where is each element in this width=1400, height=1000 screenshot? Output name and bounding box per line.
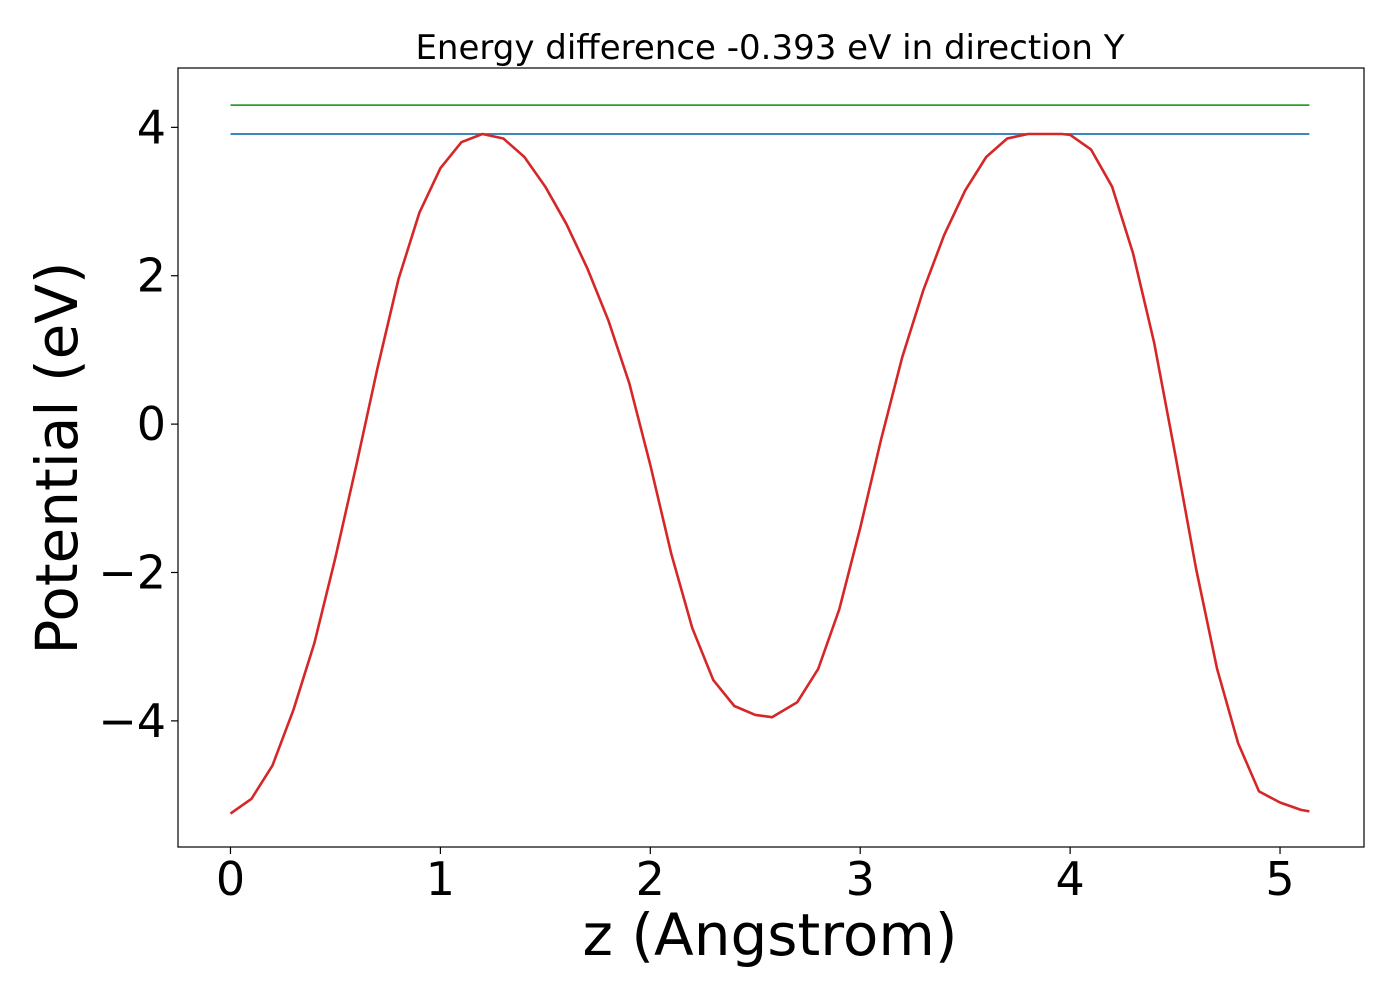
x-tick-label: 2 [636,852,665,906]
x-tick-label: 4 [1055,852,1084,906]
y-tick-label: 4 [137,100,166,154]
x-tick-label: 5 [1265,852,1294,906]
series-layer [229,104,1310,815]
y-axis-label: Potential (eV) [23,261,91,654]
x-tick-label: 0 [216,852,245,906]
y-tick-label: 0 [137,397,166,451]
y-tick-label: −4 [98,694,166,748]
y-axis: −4 −2 0 2 4 [98,100,178,748]
chart-title: Energy difference -0.393 eV in direction… [415,28,1124,68]
y-tick-label: 2 [137,249,166,303]
x-axis-label: z (Angstrom) [583,901,958,969]
plot-frame [177,67,1365,848]
y-tick-label: −2 [98,545,166,599]
x-tick-label: 1 [426,852,455,906]
x-axis: 0 1 2 3 4 5 [216,847,1295,906]
series-line-3 [229,132,1310,815]
x-tick-label: 3 [846,852,875,906]
